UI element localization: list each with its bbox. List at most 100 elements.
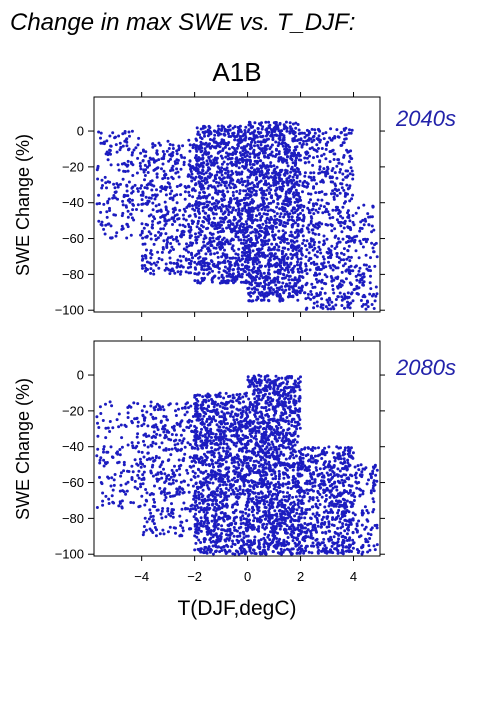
scatter-point <box>264 120 268 124</box>
scatter-point <box>340 295 344 299</box>
scatter-point <box>196 486 200 490</box>
scatter-point <box>318 167 322 171</box>
scatter-point <box>215 144 219 148</box>
scatter-point <box>285 177 289 181</box>
scatter-point <box>299 257 303 261</box>
scatter-point <box>244 125 248 129</box>
scatter-point <box>236 267 240 271</box>
scatter-point <box>242 238 246 242</box>
scatter-point <box>287 278 291 282</box>
scatter-point <box>239 525 243 529</box>
scatter-point <box>331 288 335 291</box>
scatter-point <box>182 255 185 258</box>
scatter-point <box>274 124 278 128</box>
scatter-point <box>198 175 202 179</box>
scatter-point <box>243 442 247 446</box>
scatter-point <box>308 154 311 158</box>
scatter-point <box>130 162 134 166</box>
scatter-point <box>349 131 353 135</box>
scatter-point <box>185 410 189 414</box>
scatter-point <box>102 140 106 144</box>
scatter-point <box>236 125 240 129</box>
scatter-point <box>264 172 268 176</box>
scatter-point <box>181 458 185 462</box>
scatter-point <box>102 202 106 206</box>
scatter-point <box>117 504 121 508</box>
scatter-point <box>281 180 285 184</box>
scatter-point <box>238 485 242 489</box>
scatter-point <box>101 184 104 187</box>
scatter-point <box>312 185 316 189</box>
scatter-point <box>341 237 345 241</box>
scatter-point <box>161 246 165 249</box>
scatter-point <box>225 411 229 415</box>
scatter-point <box>262 298 266 302</box>
scatter-point <box>330 229 334 233</box>
scatter-point <box>184 248 188 252</box>
scatter-point <box>260 290 264 294</box>
scatter-point <box>123 139 127 143</box>
scatter-point <box>205 525 208 528</box>
scatter-point <box>194 414 198 418</box>
scatter-point <box>157 456 161 460</box>
scatter-point <box>157 230 161 234</box>
scatter-point <box>231 194 235 197</box>
scatter-point <box>161 187 164 191</box>
scatter-point <box>318 272 322 276</box>
scatter-point <box>213 129 217 133</box>
scatter-point <box>334 298 338 301</box>
scatter-point <box>270 150 274 154</box>
scatter-point <box>221 446 225 450</box>
scatter-point <box>139 465 143 469</box>
scatter-point <box>240 442 244 446</box>
scatter-point <box>321 306 325 310</box>
scatter-point <box>218 225 222 229</box>
scatter-point <box>356 286 359 290</box>
scatter-point <box>208 138 212 141</box>
scatter-point <box>333 136 337 140</box>
scatter-point <box>292 169 296 173</box>
scatter-point <box>214 502 218 506</box>
scatter-point <box>375 255 379 259</box>
scatter-point <box>329 266 333 270</box>
scatter-point <box>256 295 260 299</box>
scatter-point <box>288 125 292 129</box>
scatter-point <box>216 237 220 241</box>
scatter-point <box>207 265 211 269</box>
scatter-point <box>226 545 230 548</box>
scatter-point <box>181 265 185 269</box>
scatter-point <box>177 146 181 150</box>
scatter-point <box>297 270 301 274</box>
scatter-point <box>229 152 233 156</box>
scatter-point <box>208 506 212 510</box>
scatter-point <box>124 482 128 486</box>
scatter-point <box>132 148 136 152</box>
scatter-point <box>133 183 137 187</box>
scatter-point <box>187 271 191 275</box>
scatter-point <box>216 230 220 234</box>
scatter-point <box>136 187 139 191</box>
scatter-point <box>332 158 336 161</box>
scatter-point <box>162 227 165 231</box>
scatter-point <box>335 255 339 258</box>
scatter-point <box>337 283 341 287</box>
scatter-point <box>337 237 340 241</box>
scatter-point <box>322 261 326 265</box>
scatter-point <box>207 221 211 225</box>
scatter-point <box>278 215 282 219</box>
scatter-point <box>190 172 194 176</box>
scatter-point <box>146 445 150 449</box>
scatter-point <box>291 131 295 135</box>
scatter-point <box>197 210 201 214</box>
scatter-point <box>180 406 184 410</box>
scatter-point <box>250 287 254 291</box>
scatter-point <box>155 193 159 197</box>
scatter-point <box>144 150 148 154</box>
scatter-point <box>301 234 305 238</box>
scatter-point <box>156 250 160 254</box>
scatter-point <box>178 184 182 187</box>
scatter-point <box>362 280 366 284</box>
scatter-point <box>286 212 290 216</box>
scatter-point <box>279 212 283 216</box>
